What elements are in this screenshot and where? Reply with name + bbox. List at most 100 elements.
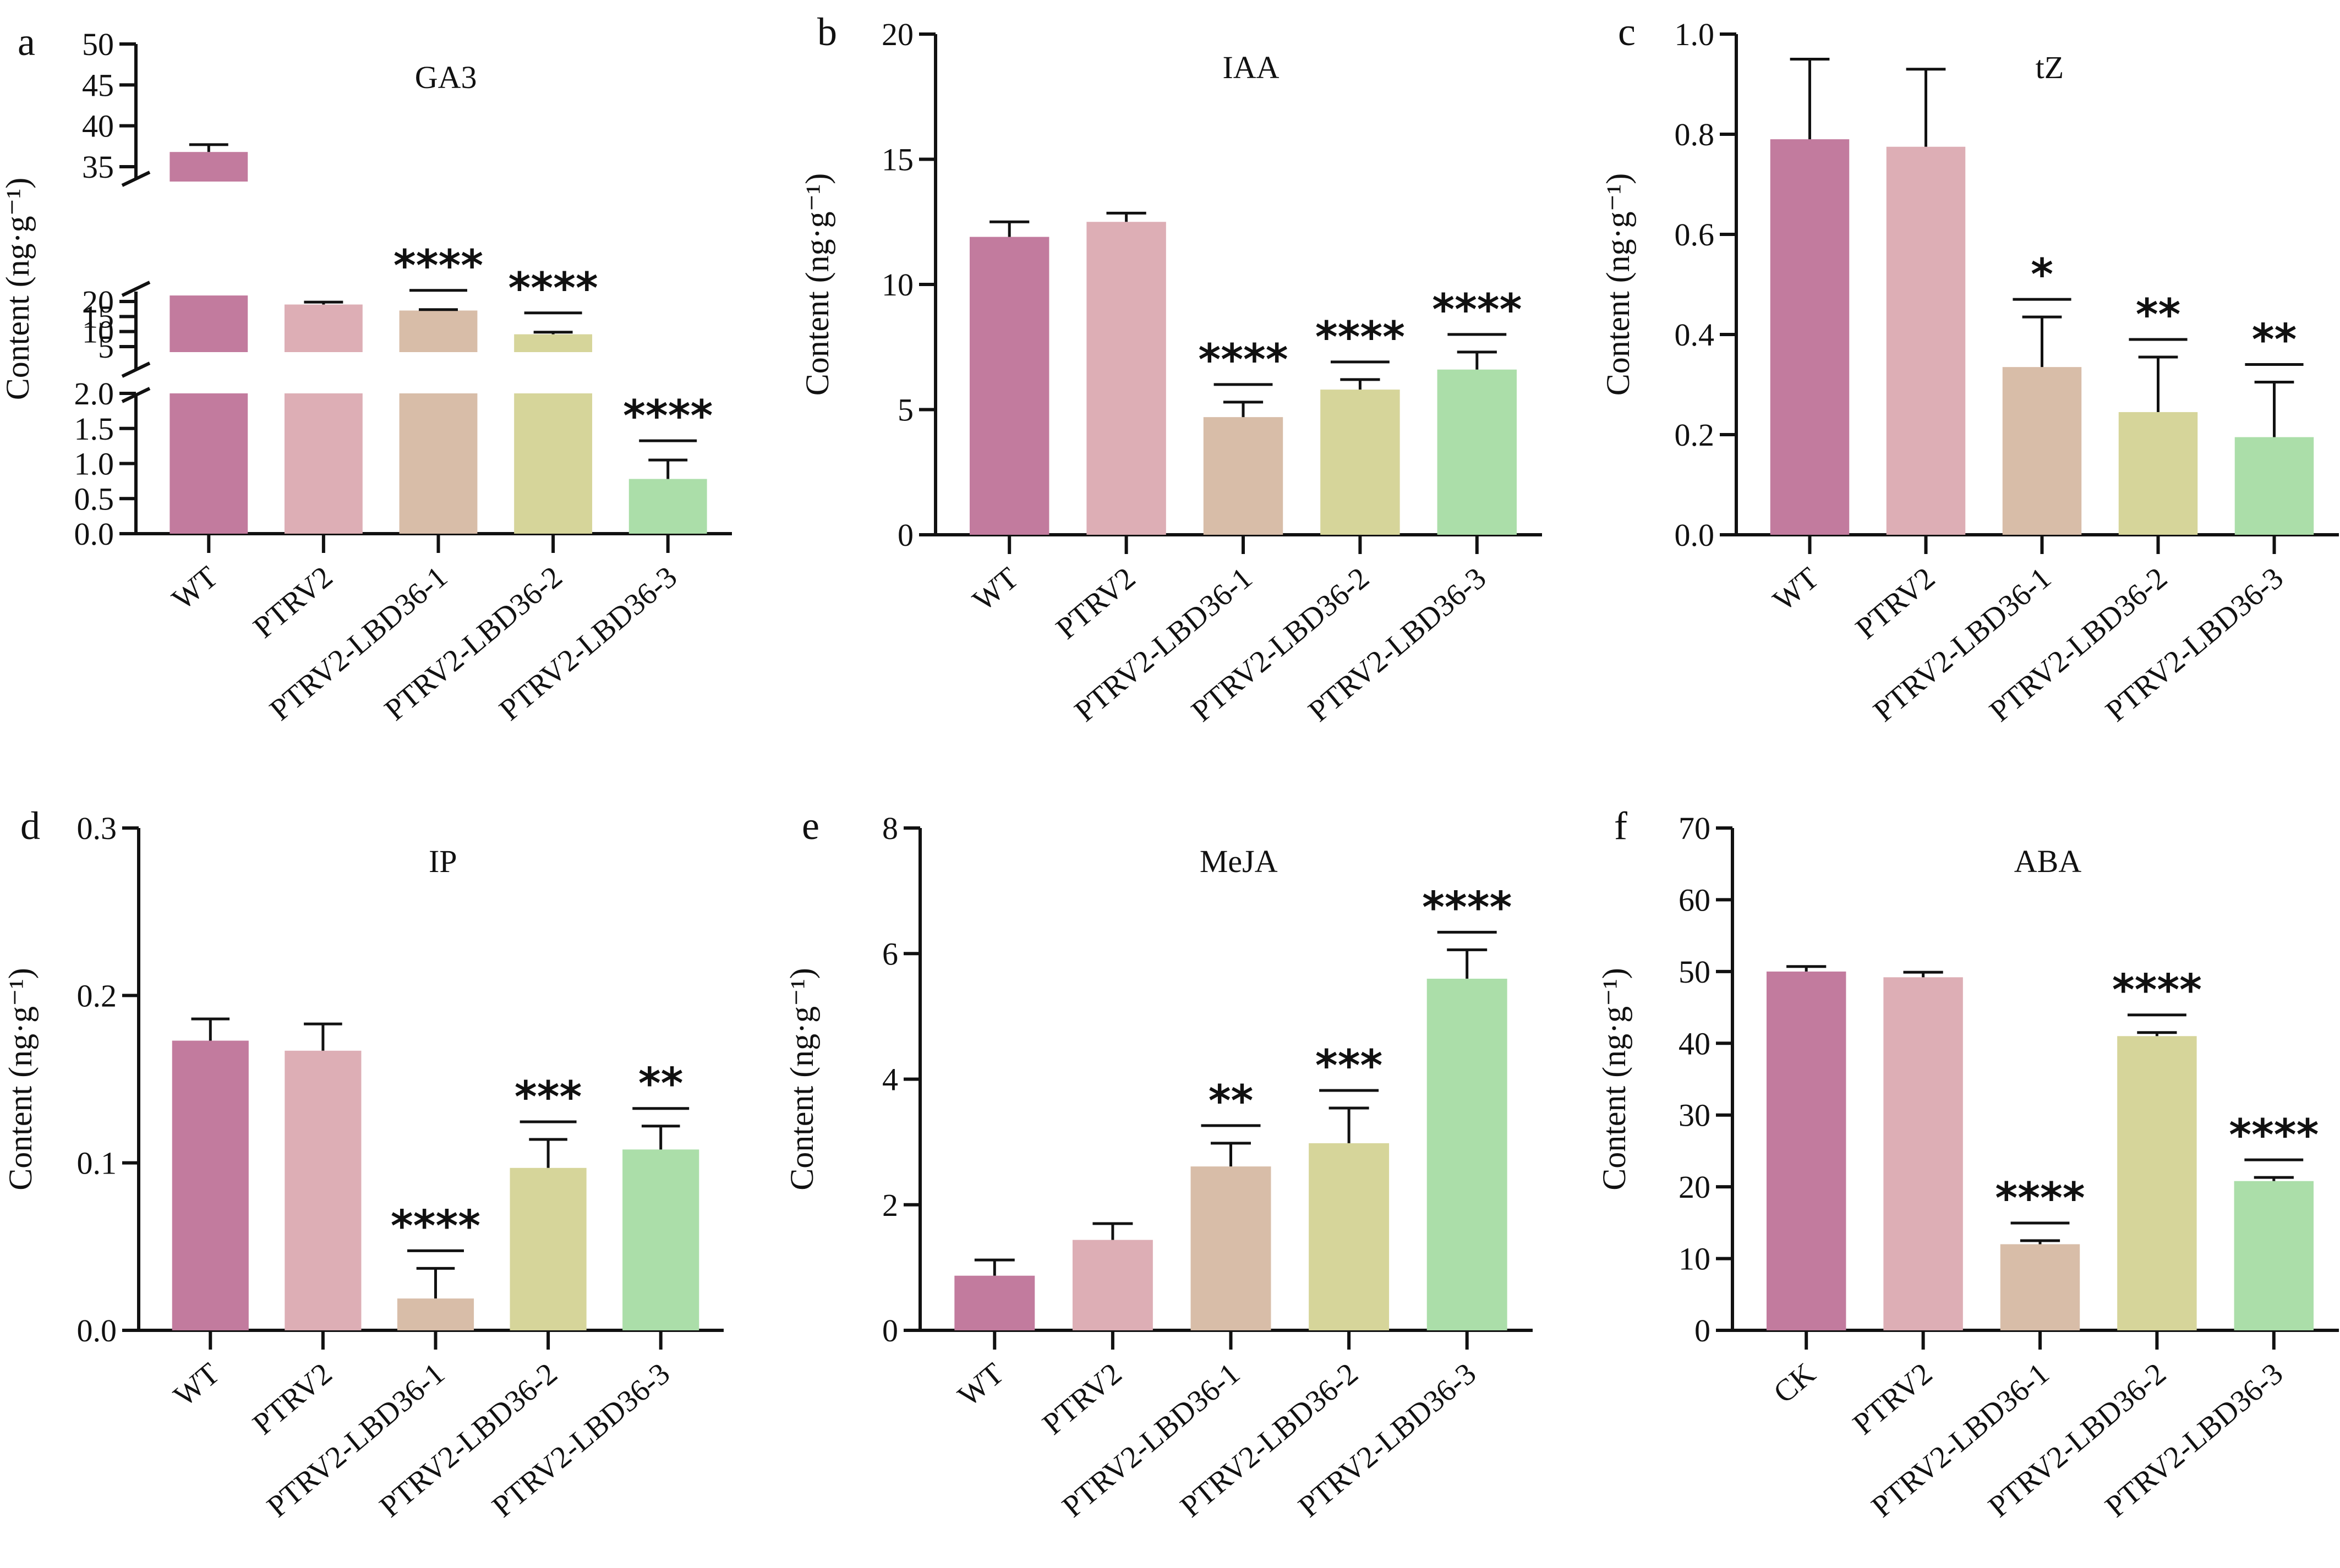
panel-letter: d (20, 804, 40, 848)
y-tick-label: 40 (82, 108, 114, 144)
y-tick-label: 5 (98, 329, 114, 365)
bar (170, 393, 248, 534)
bar (1203, 417, 1283, 535)
significance-stars: **** (391, 1202, 480, 1251)
y-tick-label: 1.0 (1675, 17, 1715, 52)
x-tick-label: PTRV2 (1049, 561, 1142, 646)
y-tick-label: 2 (882, 1187, 898, 1223)
panel-letter: b (817, 10, 837, 54)
y-tick-label: 20 (882, 17, 914, 52)
significance-stars: *** (515, 1073, 582, 1122)
y-tick-label: 10 (882, 267, 914, 303)
significance-stars: **** (1995, 1174, 2085, 1224)
bar (969, 237, 1049, 535)
y-axis-label: Content (ng·g⁻¹) (799, 173, 835, 396)
y-tick-label: 50 (82, 26, 114, 62)
bar (285, 1050, 362, 1330)
y-tick-label: 2.0 (74, 376, 114, 412)
x-tick-label: PTRV2 (247, 560, 340, 645)
y-tick-label: 0.0 (74, 516, 114, 552)
y-tick-label: 10 (1679, 1241, 1710, 1277)
y-tick-label: 0.0 (1675, 517, 1715, 553)
panel-letter: a (18, 20, 35, 64)
y-tick-label: 8 (882, 810, 898, 846)
y-tick-label: 0 (1694, 1313, 1710, 1348)
panel-letter: e (802, 804, 819, 848)
x-tick-label: WT (167, 1356, 226, 1413)
bar (2234, 437, 2314, 535)
x-tick-label: PTRV2 (1036, 1356, 1129, 1441)
significance-stars: ** (638, 1060, 684, 1109)
bar (284, 393, 363, 534)
chart-title: IP (429, 843, 457, 879)
bar (954, 1275, 1035, 1330)
y-tick-label: 45 (82, 67, 114, 103)
axis-break-mark (121, 361, 151, 378)
x-tick-label: WT (966, 561, 1025, 617)
bar (2000, 1244, 2080, 1330)
significance-stars: ** (2252, 315, 2297, 365)
y-tick-label: 0.1 (77, 1145, 117, 1181)
y-tick-label: 0.8 (1675, 117, 1715, 152)
bar (2234, 1181, 2314, 1330)
bar (2117, 1036, 2197, 1330)
y-tick-label: 4 (882, 1062, 898, 1098)
y-tick-label: 50 (1679, 954, 1710, 990)
bar (1086, 222, 1166, 535)
y-tick-label: 0.2 (77, 978, 117, 1013)
chart-title: ABA (2014, 843, 2082, 879)
bar (2118, 412, 2198, 535)
bar (1886, 146, 1966, 535)
chart-title: tZ (2036, 50, 2064, 85)
panel-letter: c (1618, 10, 1636, 54)
significance-stars: **** (623, 392, 713, 441)
significance-stars: * (2031, 250, 2053, 300)
significance-stars: **** (1198, 336, 1288, 385)
panel-b: b IAA Content (ng·g⁻¹) 0 5 10 15 20 **** **** ****… (799, 10, 1542, 728)
y-tick-label: 35 (82, 149, 114, 185)
y-tick-label: 40 (1679, 1026, 1710, 1061)
bar (510, 1167, 587, 1330)
y-tick-label: 1.5 (74, 411, 114, 447)
panel-f: f ABA Content (ng·g⁻¹) 0 10 20 30 40 50 60 70 **** *… (1596, 804, 2339, 1524)
y-tick-label: 20 (82, 284, 114, 320)
bar (514, 334, 593, 352)
bar (284, 304, 363, 352)
significance-stars: **** (1422, 883, 1512, 933)
bar (2002, 367, 2082, 535)
significance-stars: **** (2112, 966, 2202, 1016)
x-tick-label: CK (1767, 1356, 1822, 1410)
y-tick-label: 30 (1679, 1098, 1710, 1133)
y-tick-label: 0.0 (77, 1313, 117, 1348)
y-tick-label: 0.2 (1675, 417, 1715, 453)
y-tick-label: 6 (882, 936, 898, 972)
y-tick-label: 70 (1679, 810, 1710, 846)
bar (514, 393, 593, 534)
x-tick-label: PTRV2 (1846, 1356, 1939, 1441)
panel-letter: f (1614, 804, 1627, 848)
panel-a: a GA3 Content (ng·g⁻¹) 0.00.51.01.52.0 51015… (0, 20, 732, 727)
bar (172, 1040, 249, 1330)
bar (1437, 369, 1517, 535)
significance-stars: ** (1209, 1077, 1254, 1126)
x-tick-label: WT (1767, 561, 1825, 617)
significance-stars: **** (393, 242, 483, 291)
significance-stars: **** (2229, 1111, 2319, 1160)
y-tick-label: 20 (1679, 1169, 1710, 1205)
y-tick-label: 0.5 (74, 481, 114, 517)
y-tick-label: 5 (898, 392, 914, 428)
bar (1309, 1143, 1390, 1330)
significance-stars: *** (1315, 1041, 1382, 1091)
y-tick-label: 0.4 (1675, 317, 1715, 353)
y-tick-label: 0 (882, 1313, 898, 1348)
x-tick-label: WT (166, 560, 225, 616)
bar (1320, 390, 1400, 535)
significance-stars: **** (1315, 313, 1405, 363)
y-tick-label: 15 (882, 142, 914, 178)
y-axis-label: Content (ng·g⁻¹) (0, 178, 36, 401)
bar (1766, 971, 1846, 1330)
